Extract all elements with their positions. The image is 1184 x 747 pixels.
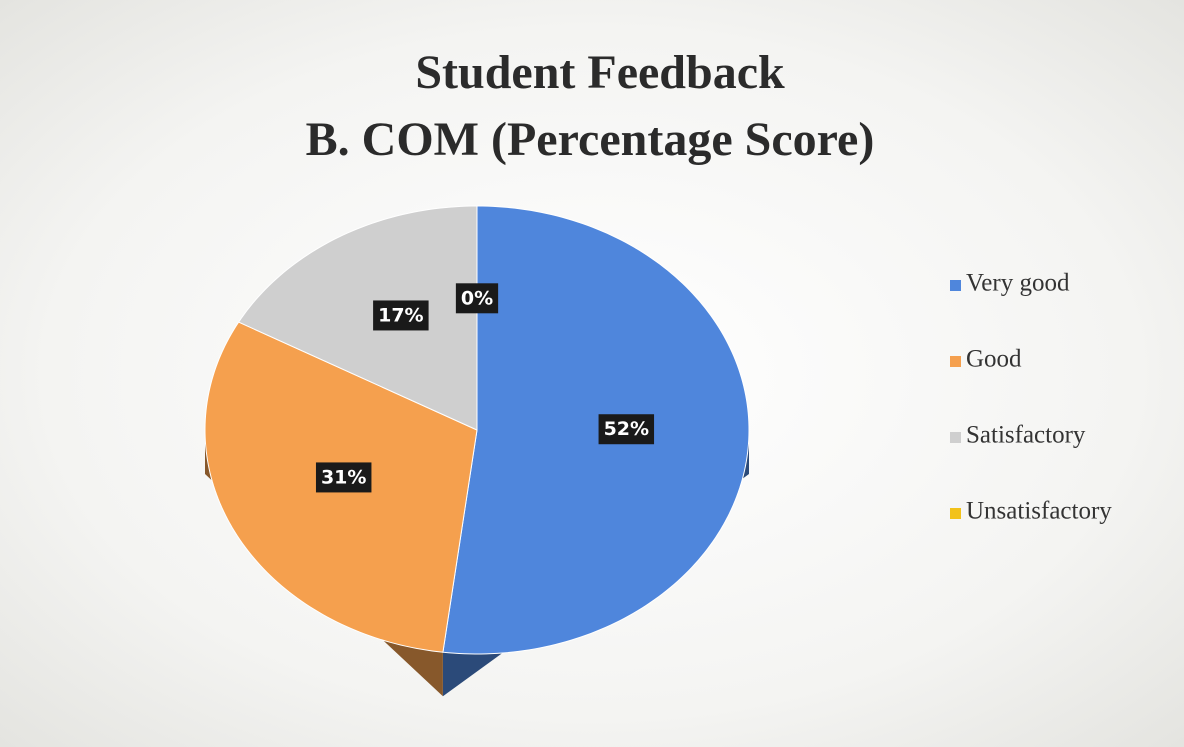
- legend-swatch: [950, 432, 961, 443]
- legend-label: Good: [966, 346, 1022, 373]
- legend-label: Unsatisfactory: [966, 498, 1112, 525]
- data-label-box: [455, 283, 499, 314]
- legend-swatch: [950, 508, 961, 519]
- data-label-box: [373, 300, 429, 331]
- legend-swatch: [950, 280, 961, 291]
- data-label-box: [315, 462, 372, 493]
- data-label-box: [598, 414, 655, 445]
- data-label: 0%: [461, 287, 493, 309]
- legend-label: Very good: [966, 270, 1070, 297]
- chart-title: Student Feedback: [415, 46, 785, 99]
- legend-swatch: [950, 356, 961, 367]
- data-label: 17%: [378, 304, 423, 326]
- slice: [442, 205, 750, 655]
- chart-title: B. COM (Percentage Score): [306, 113, 875, 166]
- legend-label: Satisfactory: [966, 422, 1086, 449]
- data-label: 52%: [604, 418, 649, 440]
- slice-side: [205, 430, 443, 697]
- data-label: 31%: [321, 466, 366, 488]
- slice: [237, 205, 478, 431]
